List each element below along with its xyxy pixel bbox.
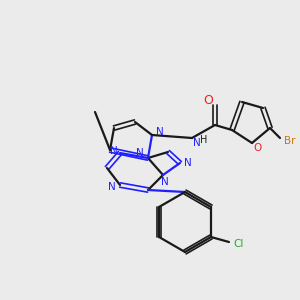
Text: N: N [193, 138, 201, 148]
Text: O: O [253, 143, 261, 153]
Text: Br: Br [284, 136, 296, 146]
Text: N: N [184, 158, 192, 168]
Text: Cl: Cl [234, 239, 244, 249]
Text: N: N [110, 146, 118, 156]
Text: N: N [108, 182, 116, 192]
Text: H: H [200, 135, 208, 145]
Text: N: N [161, 177, 169, 187]
Text: N: N [156, 127, 164, 137]
Text: O: O [203, 94, 213, 106]
Text: N: N [136, 148, 144, 158]
